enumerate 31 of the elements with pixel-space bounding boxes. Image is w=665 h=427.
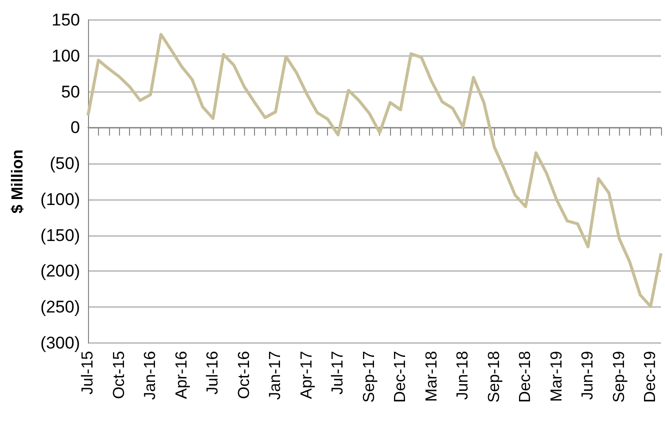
y-tick-label: (200) [40, 262, 80, 281]
x-tick-label: Jun-18 [454, 350, 472, 400]
x-tick-label: Dec-19 [642, 350, 660, 403]
x-tick-label: Mar-18 [423, 350, 440, 402]
y-tick-label: (300) [40, 334, 80, 352]
line-series [86, 32, 662, 308]
x-tick-label: Jan-17 [267, 350, 284, 400]
x-tick-label: Jun-19 [580, 350, 597, 400]
y-axis-title: $ Million [10, 150, 26, 214]
x-tick-label: Jul-15 [80, 350, 96, 395]
x-tick-label: Apr-17 [298, 350, 316, 400]
x-tick-label: Sep-19 [610, 350, 628, 403]
x-tick-label: Dec-17 [392, 350, 410, 403]
x-tick-label: Jan-16 [142, 350, 160, 400]
y-tick-label: (250) [40, 298, 80, 317]
x-tick-label: Dec-18 [517, 350, 534, 403]
y-tick-label: 50 [61, 82, 80, 102]
x-tick-label: Mar-19 [548, 350, 566, 402]
x-tick-label: Apr-16 [173, 350, 190, 400]
y-tick-label: (100) [40, 190, 80, 209]
y-tick-label: (150) [40, 226, 80, 245]
x-tick-label: Oct-16 [236, 350, 253, 400]
x-tick-label: Oct-15 [110, 350, 128, 400]
x-tick-label: Sep-17 [360, 350, 378, 403]
y-tick-label: 0 [70, 118, 80, 138]
y-tick-label: 150 [52, 10, 80, 30]
y-tick-label: (50) [50, 154, 80, 174]
x-tick-label: Sep-18 [486, 350, 503, 403]
x-tick-label: Jul-17 [330, 350, 347, 395]
x-tick-label: Jul-16 [204, 350, 222, 395]
y-tick-label: 100 [52, 46, 80, 66]
